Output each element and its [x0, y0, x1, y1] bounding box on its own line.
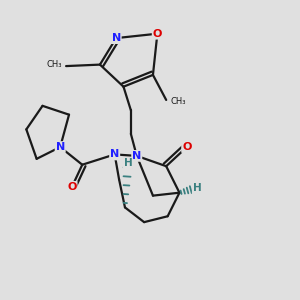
Text: CH₃: CH₃: [171, 97, 186, 106]
Text: O: O: [182, 142, 191, 152]
Text: N: N: [112, 33, 121, 43]
Text: H: H: [124, 158, 132, 168]
Text: N: N: [56, 142, 65, 152]
Text: O: O: [67, 182, 77, 192]
Text: O: O: [153, 29, 162, 39]
Text: H: H: [193, 183, 202, 193]
Text: N: N: [110, 149, 119, 159]
Text: CH₃: CH₃: [46, 60, 62, 69]
Text: N: N: [132, 151, 141, 161]
